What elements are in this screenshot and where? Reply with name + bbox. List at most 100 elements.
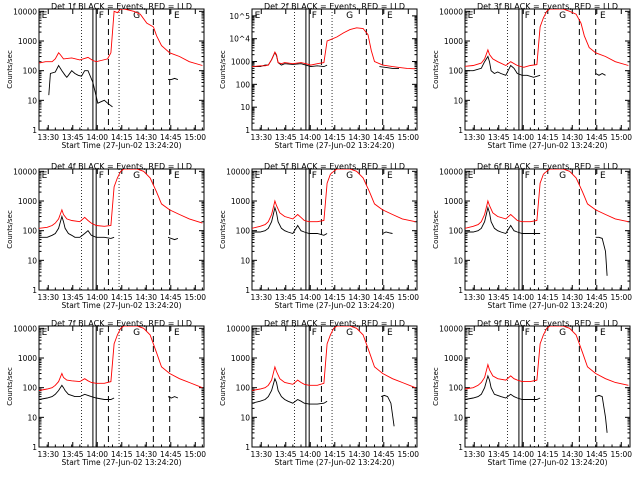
x-tick-label: 14:45 xyxy=(586,450,608,459)
series-events-line xyxy=(167,396,179,399)
x-axis-label: Start Time (27-Jun-02 13:24:20) xyxy=(488,141,608,150)
y-tick-label: 1000 xyxy=(231,354,250,363)
y-tick-label: 1000 xyxy=(231,197,250,206)
x-tick-label: 13:45 xyxy=(488,293,510,302)
x-tick-label: 14:30 xyxy=(135,133,157,142)
marker-label: E xyxy=(255,328,261,338)
x-tick-label: 15:00 xyxy=(184,133,206,142)
y-tick-label: 10000 xyxy=(439,324,463,333)
x-tick-label: 15:00 xyxy=(184,293,206,302)
x-axis-label: Start Time (27-Jun-02 13:24:20) xyxy=(488,458,608,467)
series-events-line xyxy=(595,394,608,433)
y-tick-label: 10 xyxy=(27,96,37,105)
y-tick-label: 10 xyxy=(453,413,463,422)
x-tick-label: 13:30 xyxy=(463,133,485,142)
x-tick-label: 13:45 xyxy=(62,450,84,459)
series-events-line xyxy=(380,394,395,427)
x-tick-label: 14:45 xyxy=(373,450,395,459)
y-tick-label: 10000 xyxy=(439,167,463,176)
y-tick-label: 10 xyxy=(453,256,463,265)
marker-label: G xyxy=(133,11,140,21)
panel-title: Det 3f BLACK = Events, RED = LLD xyxy=(477,2,618,11)
y-axis-label: Counts/sec xyxy=(219,50,227,89)
y-tick-label: 100 xyxy=(449,384,464,393)
x-tick-label: 14:00 xyxy=(512,133,534,142)
y-tick-label: 100 xyxy=(23,384,38,393)
x-tick-label: 14:45 xyxy=(160,293,182,302)
marker-label: E xyxy=(42,328,48,338)
marker-label: E xyxy=(255,171,261,181)
x-tick-label: 14:15 xyxy=(537,133,559,142)
y-tick-label: 10 xyxy=(27,256,37,265)
x-tick-label: 15:00 xyxy=(610,293,632,302)
y-tick-label: 10000 xyxy=(13,7,37,16)
plot-frame xyxy=(251,168,418,291)
series-events-line xyxy=(167,236,179,241)
plot-frame xyxy=(464,325,631,448)
y-tick-label: 100 xyxy=(236,384,251,393)
marker-label: F xyxy=(312,11,317,21)
plot-frame xyxy=(464,168,631,291)
x-tick-label: 14:30 xyxy=(348,293,370,302)
x-tick-label: 14:45 xyxy=(586,293,608,302)
marker-label: F xyxy=(312,328,317,338)
x-tick-label: 13:45 xyxy=(275,293,297,302)
series-lld-line xyxy=(252,169,416,229)
series-events-line xyxy=(252,377,328,405)
y-tick-label: 10 xyxy=(27,413,37,422)
x-tick-label: 13:45 xyxy=(275,133,297,142)
marker-label: E xyxy=(600,11,606,21)
y-axis-label: Counts/sec xyxy=(219,210,227,249)
series-events-line xyxy=(39,214,115,239)
x-tick-label: 15:00 xyxy=(184,450,206,459)
x-tick-label: 14:45 xyxy=(586,133,608,142)
x-tick-label: 14:30 xyxy=(561,133,583,142)
series-lld-line xyxy=(252,27,416,70)
x-tick-label: 14:30 xyxy=(561,293,583,302)
x-tick-label: 14:00 xyxy=(86,450,108,459)
series-lld-line xyxy=(252,326,416,391)
y-tick-label: 1000 xyxy=(18,37,37,46)
series-events-line xyxy=(465,374,541,400)
y-axis-label: Counts/sec xyxy=(6,210,14,249)
x-axis-label: Start Time (27-Jun-02 13:24:20) xyxy=(62,141,182,150)
marker-label: E xyxy=(387,171,393,181)
marker-label: F xyxy=(525,11,530,21)
y-axis-label: Counts/sec xyxy=(432,50,440,89)
series-events-line xyxy=(595,236,608,276)
x-tick-label: 14:15 xyxy=(537,450,559,459)
y-axis-label: Counts/sec xyxy=(6,367,14,406)
y-tick-label: 1000 xyxy=(18,354,37,363)
x-tick-label: 13:45 xyxy=(62,293,84,302)
x-tick-label: 13:45 xyxy=(488,133,510,142)
y-tick-label: 1 xyxy=(458,443,463,452)
plot-frame xyxy=(251,8,418,131)
marker-label: F xyxy=(99,171,104,181)
y-tick-label: 1 xyxy=(32,286,37,295)
y-axis-label: Counts/sec xyxy=(432,367,440,406)
x-tick-label: 13:30 xyxy=(250,133,272,142)
y-tick-label: 1000 xyxy=(444,197,463,206)
y-tick-label: 100 xyxy=(236,227,251,236)
panel-title: Det 7f BLACK = Events, RED = LLD xyxy=(51,319,192,328)
x-tick-label: 14:15 xyxy=(324,133,346,142)
plot-frame xyxy=(251,325,418,448)
y-tick-label: 1 xyxy=(32,126,37,135)
y-tick-label: 10000 xyxy=(13,167,37,176)
x-tick-label: 14:00 xyxy=(299,450,321,459)
x-tick-label: 14:45 xyxy=(373,133,395,142)
x-tick-label: 14:00 xyxy=(86,133,108,142)
x-tick-label: 14:00 xyxy=(299,293,321,302)
y-tick-label: 10 xyxy=(240,256,250,265)
x-axis-label: Start Time (27-Jun-02 13:24:20) xyxy=(275,141,395,150)
x-tick-label: 14:15 xyxy=(324,293,346,302)
marker-label: E xyxy=(468,328,474,338)
y-tick-label: 10^4 xyxy=(229,35,250,44)
